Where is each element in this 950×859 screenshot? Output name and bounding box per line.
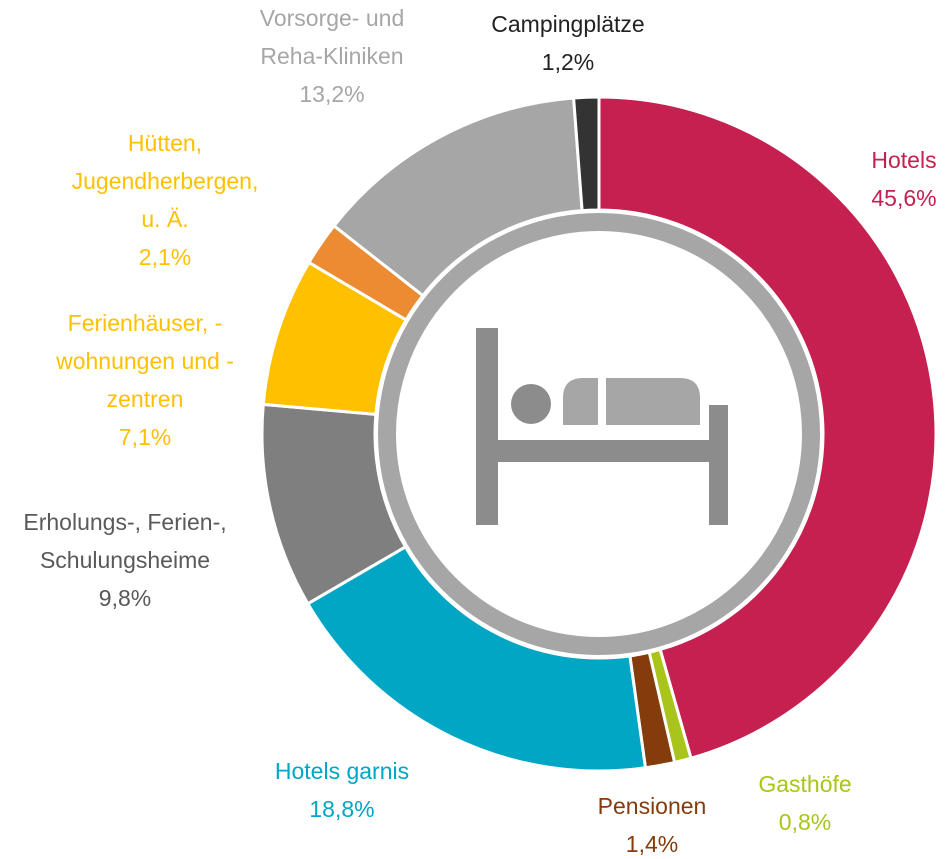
label-line: Hütten,	[128, 130, 202, 156]
labels: Hotels 45,6% Gasthöfe 0,8% Pensionen 1,4% Hote…	[23, 5, 936, 857]
category-label: Hütten, Jugendherbergen, u. Ä.	[72, 130, 259, 232]
label-line: Reha-Kliniken	[260, 43, 403, 69]
category-label: Hotels garnis	[275, 758, 409, 784]
slice	[572, 95, 601, 213]
value-label: 45,6%	[871, 185, 936, 211]
category-label: Ferienhäuser, - wohnungen und - zentren	[55, 310, 234, 412]
category-label: Campingplätze	[491, 11, 644, 37]
label-line: Ferienhäuser, -	[68, 310, 223, 336]
label-line: zentren	[107, 386, 184, 412]
label-line: Vorsorge- und	[260, 5, 404, 31]
inner-ring	[378, 213, 820, 655]
category-label: Pensionen	[598, 793, 707, 819]
bed-icon	[476, 328, 728, 525]
value-label: 13,2%	[299, 81, 364, 107]
slice	[597, 95, 938, 761]
category-label: Hotels	[871, 147, 936, 173]
value-label: 2,1%	[139, 244, 191, 270]
label-line: Hotels garnis	[275, 758, 409, 784]
label-line: Jugendherbergen,	[72, 168, 259, 194]
value-label: 0,8%	[779, 809, 831, 835]
value-label: 1,2%	[542, 49, 594, 75]
label-line: Schulungsheime	[40, 547, 210, 573]
category-label: Erholungs-, Ferien-, Schulungsheime	[23, 509, 226, 573]
category-label: Gasthöfe	[758, 771, 851, 797]
value-label: 9,8%	[99, 585, 151, 611]
category-label: Vorsorge- und Reha-Kliniken	[260, 5, 404, 69]
slice	[305, 544, 648, 773]
label-line: Pensionen	[598, 793, 707, 819]
label-line: u. Ä.	[141, 206, 188, 232]
label-line: Erholungs-, Ferien-,	[23, 509, 226, 535]
value-label: 7,1%	[119, 424, 171, 450]
label-line: wohnungen und -	[55, 348, 234, 374]
value-label: 1,4%	[626, 831, 678, 857]
label-line: Gasthöfe	[758, 771, 851, 797]
label-line: Hotels	[871, 147, 936, 173]
value-label: 18,8%	[309, 796, 374, 822]
label-line: Campingplätze	[491, 11, 644, 37]
slices	[260, 95, 938, 773]
